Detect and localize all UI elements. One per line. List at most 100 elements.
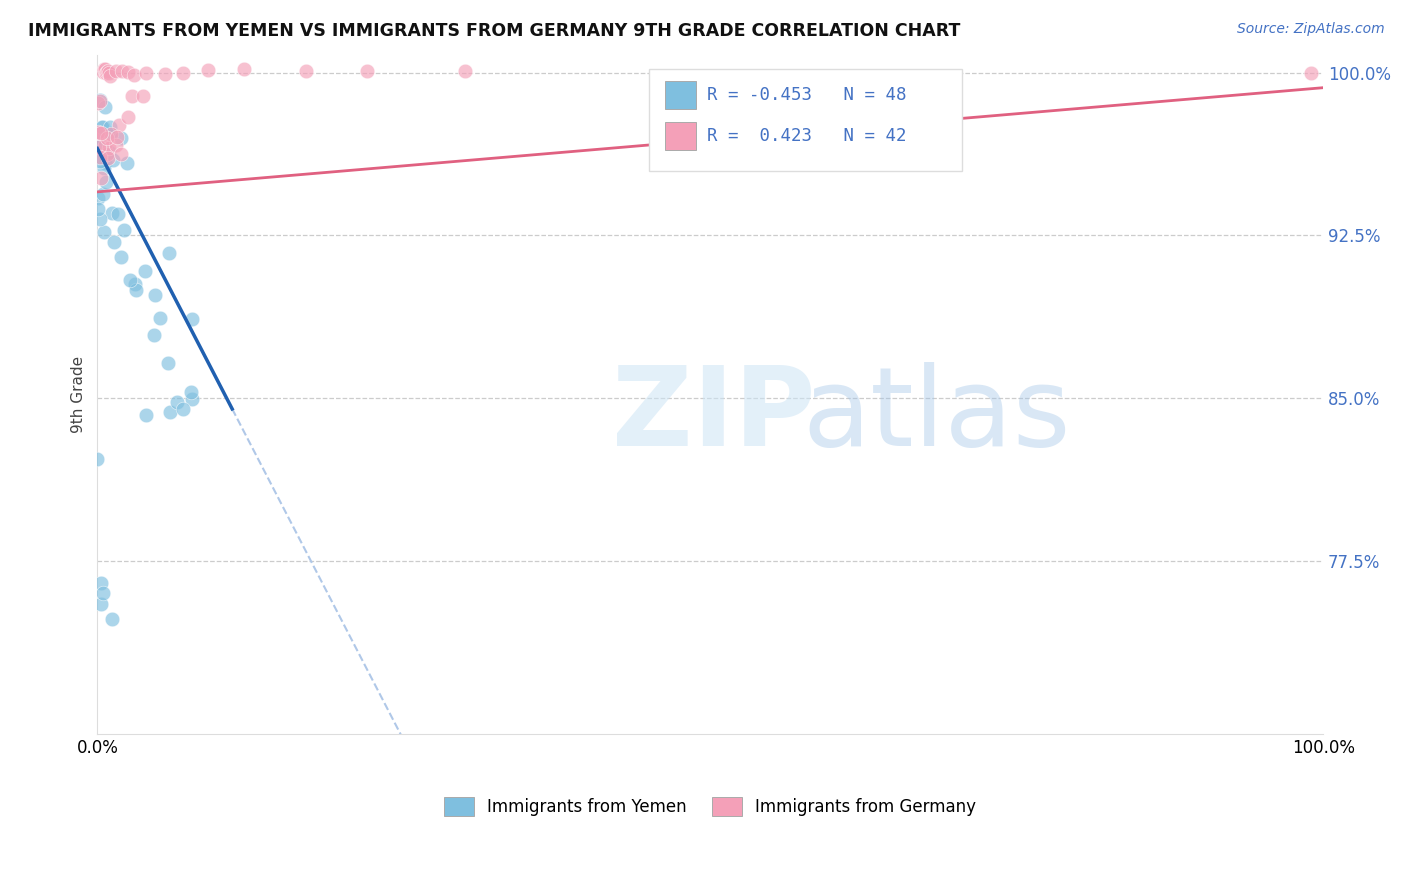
Point (104, 64, 127, 78)
Point (89, 151, 111, 165)
Point (93, 161, 115, 175)
Point (180, 392, 202, 406)
Point (125, 283, 148, 297)
Point (89, 93, 111, 107)
Point (117, 111, 139, 125)
Point (96, 175, 118, 189)
Point (94, 66, 117, 80)
Point (197, 62, 219, 77)
Point (87, 125, 110, 139)
Point (124, 277, 146, 291)
Text: Source: ZipAtlas.com: Source: ZipAtlas.com (1237, 22, 1385, 37)
Point (97, 151, 120, 165)
Point (111, 63, 134, 78)
Point (117, 64, 139, 78)
Point (90, 171, 112, 186)
Text: IMMIGRANTS FROM YEMEN VS IMMIGRANTS FROM GERMANY 9TH GRADE CORRELATION CHART: IMMIGRANTS FROM YEMEN VS IMMIGRANTS FROM… (28, 22, 960, 40)
Point (87, 139, 110, 153)
Point (121, 89, 143, 103)
Point (143, 328, 166, 343)
Point (149, 310, 172, 325)
Point (153, 67, 176, 81)
Point (97, 63, 120, 78)
Point (122, 68, 145, 82)
Point (100, 128, 122, 142)
Point (97, 145, 120, 159)
Point (131, 89, 153, 103)
Legend: Immigrants from Yemen, Immigrants from Germany: Immigrants from Yemen, Immigrants from G… (437, 790, 983, 823)
Point (172, 401, 194, 416)
Point (101, 206, 124, 220)
Point (94, 62, 117, 77)
Point (89, 153, 111, 168)
Point (172, 66, 194, 80)
Point (86, 451, 108, 466)
Point (110, 131, 132, 145)
Point (93, 225, 115, 239)
Point (110, 146, 132, 161)
Text: R = -0.453   N = 48: R = -0.453 N = 48 (707, 87, 905, 104)
Point (96, 64, 118, 78)
Point (103, 235, 125, 249)
Point (90, 597, 112, 611)
Point (159, 405, 181, 419)
Point (181, 312, 204, 326)
Point (134, 264, 156, 278)
Point (105, 138, 128, 153)
Point (110, 250, 132, 264)
Point (96, 146, 118, 161)
Point (118, 273, 141, 287)
Point (112, 222, 135, 236)
Point (166, 395, 188, 409)
Point (90, 126, 112, 140)
Point (157, 356, 180, 370)
Point (94, 138, 117, 153)
Point (91, 120, 114, 135)
Point (91, 187, 114, 202)
Point (107, 207, 129, 221)
Point (90, 575, 112, 590)
Point (86, 202, 108, 216)
Point (87, 130, 110, 145)
Point (101, 612, 124, 626)
Point (97, 66, 120, 80)
Point (90, 151, 112, 165)
Point (87, 126, 110, 140)
Point (98, 120, 121, 135)
Point (89, 95, 111, 109)
Point (87, 138, 110, 153)
Point (1299, 65, 1322, 79)
Point (135, 409, 157, 423)
Point (87, 190, 110, 204)
FancyBboxPatch shape (665, 121, 696, 150)
FancyBboxPatch shape (650, 69, 962, 170)
Point (108, 119, 131, 133)
Point (93, 65, 115, 79)
Point (98, 70, 121, 84)
Point (356, 64, 378, 78)
Point (93, 586, 115, 600)
Point (135, 66, 157, 80)
Point (180, 385, 202, 400)
Point (115, 156, 138, 170)
Point (105, 129, 128, 144)
Point (103, 153, 125, 168)
Point (89, 212, 111, 227)
FancyBboxPatch shape (665, 81, 696, 110)
Point (157, 246, 180, 260)
Point (96, 131, 118, 145)
Point (143, 287, 166, 301)
Point (233, 62, 256, 77)
Point (91, 120, 114, 134)
Point (94, 100, 117, 114)
Point (94, 156, 117, 170)
Text: R =  0.423   N = 42: R = 0.423 N = 42 (707, 127, 905, 145)
Point (294, 64, 316, 78)
Text: atlas: atlas (803, 361, 1071, 468)
Y-axis label: 9th Grade: 9th Grade (72, 356, 86, 434)
Text: ZIP: ZIP (612, 361, 815, 468)
Point (454, 64, 477, 78)
Point (87, 96, 110, 111)
Point (97, 141, 120, 155)
Point (98, 126, 121, 140)
